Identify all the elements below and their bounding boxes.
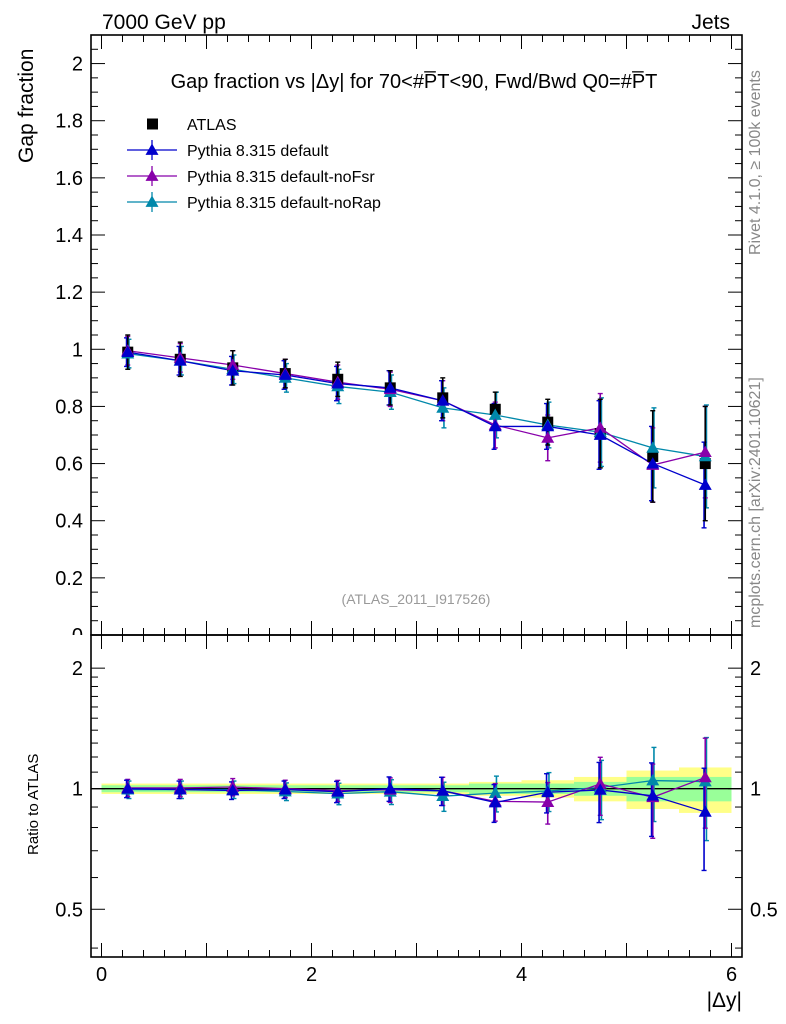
data-point-default bbox=[593, 428, 607, 440]
data-point-noRap bbox=[488, 408, 502, 420]
ratio-point-noFsr bbox=[541, 795, 555, 807]
ratio-y-tick-label-right: 2 bbox=[750, 658, 761, 680]
ratio-point-default bbox=[331, 785, 345, 797]
ratio-marks bbox=[121, 736, 712, 872]
data-point-default bbox=[383, 381, 397, 393]
series-line-default bbox=[127, 351, 706, 486]
x-tick-label: 0 bbox=[96, 964, 107, 986]
ratio-point-noFsr bbox=[593, 777, 607, 789]
category-label: Jets bbox=[691, 11, 730, 34]
main-y-tick-label: 0.6 bbox=[55, 454, 83, 476]
x-tick-label: 2 bbox=[306, 964, 317, 986]
data-point-default bbox=[331, 377, 345, 389]
legend-label-data: ATLAS bbox=[187, 117, 237, 134]
data-point-noFsr bbox=[698, 445, 712, 458]
data-point-default bbox=[646, 457, 660, 469]
energy-label: 7000 GeV pp bbox=[102, 11, 226, 34]
data-point-default bbox=[121, 345, 135, 358]
legend-marker-noRap bbox=[145, 195, 159, 207]
ratio-y-tick-label-left: 0.5 bbox=[55, 899, 83, 921]
main-y-tick-label: 1.6 bbox=[55, 168, 83, 190]
data-point-default bbox=[488, 419, 502, 432]
legend-label-default: Pythia 8.315 default bbox=[187, 143, 329, 160]
data-point-noFsr bbox=[593, 421, 607, 433]
analysis-label: (ATLAS_2011_I917526) bbox=[342, 591, 491, 607]
source-label: mcplots.cern.ch [arXiv:2401.10621] bbox=[747, 377, 764, 628]
data-point-default bbox=[278, 368, 292, 380]
ratio-point-default bbox=[278, 783, 292, 795]
ratio-point-noRap bbox=[488, 786, 502, 798]
plot-title: Gap fraction vs |Δy| for 70<#P̅T<90, Fwd… bbox=[171, 70, 658, 93]
data-point-default bbox=[173, 354, 187, 366]
ratio-point-noFsr bbox=[698, 770, 712, 783]
ratio-point-noRap bbox=[646, 774, 660, 786]
data-point-noFsr bbox=[226, 358, 240, 370]
data-point-default bbox=[226, 364, 240, 376]
main-y-tick-label-zero: 0 bbox=[72, 625, 83, 647]
legend-marker-noFsr bbox=[145, 169, 159, 181]
x-tick-label: 6 bbox=[726, 964, 737, 986]
ratio-y-tick-label-right: 0.5 bbox=[750, 899, 778, 921]
main-y-tick-label: 1.8 bbox=[55, 111, 83, 133]
main-ylabel: Gap fraction bbox=[15, 49, 38, 163]
ratio-y-tick-label-left: 2 bbox=[72, 658, 83, 680]
ratio-point-default bbox=[593, 783, 607, 795]
data-point-default bbox=[541, 419, 555, 432]
x-tick-label: 4 bbox=[516, 964, 527, 986]
main-panel: 0.2 0.4 0.6 0.8 1 1.2 1.4 1.6 1.8 2 0 Gap fraction… bbox=[15, 34, 743, 647]
main-axes: 0.2 0.4 0.6 0.8 1 1.2 1.4 1.6 1.8 2 0 bbox=[55, 34, 743, 647]
main-y-tick-label: 1 bbox=[72, 339, 83, 361]
series-line-noFsr bbox=[127, 350, 706, 466]
ratio-y-tick-label-left: 1 bbox=[72, 779, 83, 801]
legend-marker-atlas bbox=[147, 118, 158, 130]
ratio-point-default bbox=[488, 795, 502, 808]
x-axis-label: |Δy| bbox=[707, 989, 742, 1012]
ratio-point-default bbox=[541, 785, 555, 798]
data-point-default bbox=[698, 478, 712, 490]
data-point-atlas bbox=[699, 458, 711, 470]
ratio-point-default bbox=[226, 783, 240, 796]
main-y-tick-label: 1.4 bbox=[55, 225, 83, 247]
data-point-default bbox=[436, 394, 450, 406]
legend-label-noFsr: Pythia 8.315 default-noFsr bbox=[187, 169, 375, 186]
ratio-y-tick-label-right: 1 bbox=[750, 779, 761, 801]
legend-marker-default bbox=[145, 143, 159, 155]
ratio-point-default bbox=[646, 789, 660, 801]
data-point-noRap bbox=[646, 441, 660, 453]
main-y-tick-label: 2 bbox=[72, 54, 83, 76]
data-point-noFsr bbox=[541, 431, 555, 443]
ratio-point-default bbox=[173, 783, 187, 795]
main-marks bbox=[121, 334, 712, 529]
legend-label-noRap: Pythia 8.315 default-noRap bbox=[187, 195, 381, 212]
ratio-line-default bbox=[127, 788, 706, 813]
ratio-point-default bbox=[698, 805, 712, 817]
ratio-axes: 0 2 4 6 0.5 0.5 1 1 2 2 bbox=[55, 634, 778, 986]
main-y-tick-label: 0.8 bbox=[55, 396, 83, 418]
rivet-label: Rivet 4.1.0, ≥ 100k events bbox=[747, 70, 764, 255]
legend: ATLAS Pythia 8.315 default Pythia 8.315 de… bbox=[127, 117, 381, 212]
ratio-point-default bbox=[121, 782, 135, 794]
data-point-noRap bbox=[436, 401, 450, 413]
ratio-point-default bbox=[383, 782, 397, 794]
main-y-tick-label: 0.2 bbox=[55, 568, 83, 590]
main-y-tick-label: 1.2 bbox=[55, 282, 83, 304]
main-y-tick-label: 0.4 bbox=[55, 511, 83, 533]
data-point-atlas bbox=[647, 450, 659, 462]
ratio-ylabel: Ratio to ATLAS bbox=[25, 754, 42, 855]
ratio-panel: 0 2 4 6 0.5 0.5 1 1 2 2 Ratio to ATLAS |Δy| bbox=[25, 634, 778, 1012]
ratio-point-default bbox=[436, 784, 450, 796]
